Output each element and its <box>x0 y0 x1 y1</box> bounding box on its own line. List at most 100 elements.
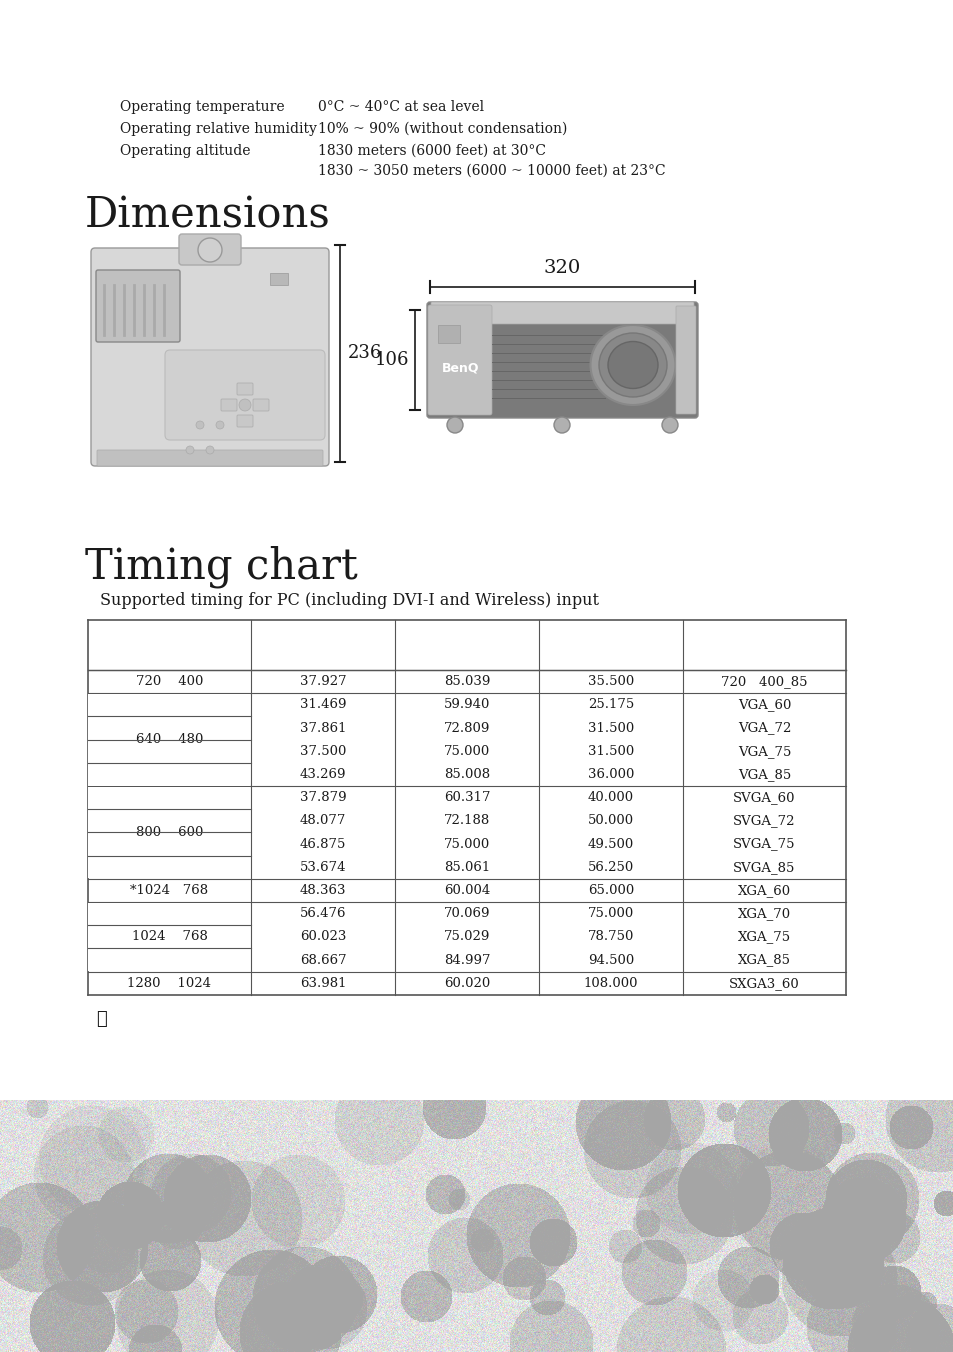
Ellipse shape <box>590 324 675 406</box>
Text: 37.927: 37.927 <box>299 675 346 688</box>
Text: 68.667: 68.667 <box>299 953 346 967</box>
Text: 236: 236 <box>348 345 382 362</box>
FancyBboxPatch shape <box>96 270 180 342</box>
Text: 75.000: 75.000 <box>587 907 634 921</box>
Text: 59.940: 59.940 <box>443 698 490 711</box>
FancyBboxPatch shape <box>431 301 693 324</box>
Text: 94.500: 94.500 <box>587 953 634 967</box>
Text: SVGA_60: SVGA_60 <box>733 791 795 804</box>
Text: 640    480: 640 480 <box>135 733 203 746</box>
FancyBboxPatch shape <box>428 306 492 415</box>
Circle shape <box>186 446 193 454</box>
Text: 85.039: 85.039 <box>443 675 490 688</box>
Text: Operating temperature: Operating temperature <box>120 100 284 114</box>
Text: 72.809: 72.809 <box>443 722 490 734</box>
FancyBboxPatch shape <box>179 234 241 265</box>
Text: 40.000: 40.000 <box>587 791 634 804</box>
Bar <box>89 787 251 879</box>
Text: SVGA_72: SVGA_72 <box>733 814 795 827</box>
Text: *1024   768: *1024 768 <box>131 884 209 896</box>
Text: SVGA_75: SVGA_75 <box>733 837 795 850</box>
Text: VGA_60: VGA_60 <box>737 698 790 711</box>
Bar <box>89 694 251 786</box>
Text: SXGA3_60: SXGA3_60 <box>728 976 799 990</box>
Text: 1830 meters (6000 feet) at 30°C: 1830 meters (6000 feet) at 30°C <box>317 145 545 158</box>
Text: 36.000: 36.000 <box>587 768 634 781</box>
Text: 49.500: 49.500 <box>587 837 634 850</box>
Text: 60.317: 60.317 <box>443 791 490 804</box>
Text: 37.861: 37.861 <box>299 722 346 734</box>
FancyBboxPatch shape <box>165 350 325 439</box>
Text: 75.000: 75.000 <box>443 745 490 757</box>
FancyBboxPatch shape <box>236 415 253 427</box>
Text: Supported timing for PC (including DVI-I and Wireless) input: Supported timing for PC (including DVI-I… <box>100 592 598 608</box>
Text: 63.981: 63.981 <box>299 976 346 990</box>
Text: VGA_72: VGA_72 <box>737 722 790 734</box>
Bar <box>89 903 251 971</box>
FancyBboxPatch shape <box>676 306 696 414</box>
Text: 60.004: 60.004 <box>443 884 490 896</box>
Text: BenQ: BenQ <box>441 361 479 375</box>
Text: 10% ~ 90% (without condensation): 10% ~ 90% (without condensation) <box>317 122 567 137</box>
Circle shape <box>239 399 251 411</box>
Text: XGA_75: XGA_75 <box>738 930 790 944</box>
Text: 70.069: 70.069 <box>443 907 490 921</box>
Text: 25.175: 25.175 <box>587 698 634 711</box>
Text: 37.500: 37.500 <box>299 745 346 757</box>
FancyBboxPatch shape <box>97 450 323 466</box>
Text: 800    600: 800 600 <box>135 826 203 838</box>
Text: ☞: ☞ <box>96 1010 107 1028</box>
Text: 1024    768: 1024 768 <box>132 930 207 944</box>
Text: Timing chart: Timing chart <box>85 545 357 588</box>
Bar <box>270 273 288 285</box>
Text: 84.997: 84.997 <box>443 953 490 967</box>
FancyBboxPatch shape <box>427 301 698 418</box>
Circle shape <box>447 416 462 433</box>
Text: 48.077: 48.077 <box>299 814 346 827</box>
Text: 65.000: 65.000 <box>587 884 634 896</box>
Text: Operating relative humidity: Operating relative humidity <box>120 122 316 137</box>
Text: 56.250: 56.250 <box>587 861 634 873</box>
Text: 56.476: 56.476 <box>299 907 346 921</box>
Circle shape <box>554 416 569 433</box>
Circle shape <box>195 420 204 429</box>
Text: 31.469: 31.469 <box>299 698 346 711</box>
Text: 640    480: 640 480 <box>135 722 203 734</box>
Circle shape <box>206 446 213 454</box>
Text: XGA_60: XGA_60 <box>738 884 790 896</box>
Text: XGA_70: XGA_70 <box>738 907 790 921</box>
FancyBboxPatch shape <box>236 383 253 395</box>
Text: Dimensions: Dimensions <box>85 195 331 237</box>
Text: 60.020: 60.020 <box>443 976 490 990</box>
Circle shape <box>198 238 222 262</box>
Text: 78.750: 78.750 <box>587 930 634 944</box>
Text: 108.000: 108.000 <box>583 976 638 990</box>
Text: 0°C ~ 40°C at sea level: 0°C ~ 40°C at sea level <box>317 100 483 114</box>
Text: VGA_85: VGA_85 <box>737 768 790 781</box>
Text: 85.008: 85.008 <box>443 768 490 781</box>
Text: 1024    768: 1024 768 <box>132 930 207 944</box>
Text: 37.879: 37.879 <box>299 791 346 804</box>
Text: SVGA_85: SVGA_85 <box>733 861 795 873</box>
Text: 85.061: 85.061 <box>443 861 490 873</box>
Circle shape <box>215 420 224 429</box>
Text: 75.029: 75.029 <box>443 930 490 944</box>
Bar <box>437 324 459 343</box>
Text: 1280    1024: 1280 1024 <box>128 976 212 990</box>
Text: 35.500: 35.500 <box>587 675 634 688</box>
Text: 50.000: 50.000 <box>587 814 634 827</box>
Text: XGA_85: XGA_85 <box>738 953 790 967</box>
Text: Operating altitude: Operating altitude <box>120 145 251 158</box>
Circle shape <box>661 416 678 433</box>
Text: 31.500: 31.500 <box>587 722 634 734</box>
Text: 53.674: 53.674 <box>299 861 346 873</box>
Text: 800    600: 800 600 <box>135 814 203 827</box>
Text: 72.188: 72.188 <box>443 814 490 827</box>
Text: 60.023: 60.023 <box>299 930 346 944</box>
Text: 720   400_85: 720 400_85 <box>720 675 807 688</box>
Ellipse shape <box>607 342 658 388</box>
Text: 106: 106 <box>375 352 409 369</box>
Ellipse shape <box>598 333 666 397</box>
FancyBboxPatch shape <box>253 399 269 411</box>
Text: 31.500: 31.500 <box>587 745 634 757</box>
